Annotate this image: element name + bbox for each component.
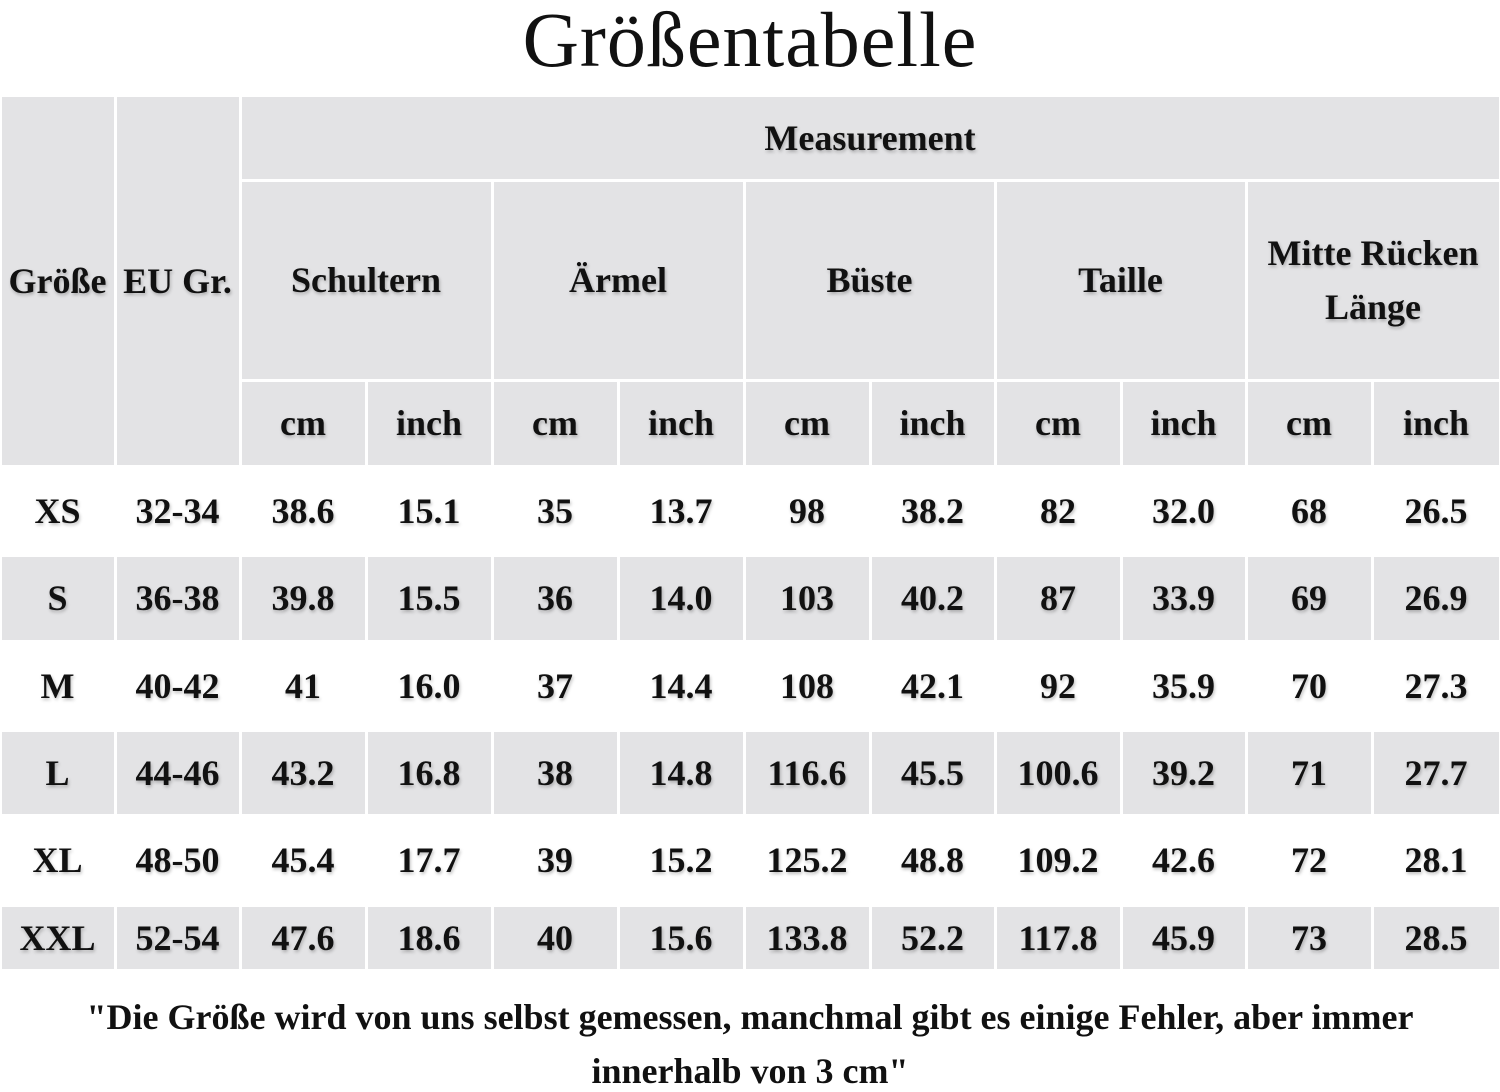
table-cell: 68 [1247,467,1371,554]
title: Größentabelle [522,0,978,83]
table-cell: 14.0 [619,556,743,640]
table-cell: 36 [493,556,617,640]
table-cell: 69 [1247,556,1371,640]
table-cell: 15.1 [367,467,491,554]
table-cell: 32.0 [1122,467,1245,554]
unit-header: cm [493,381,617,465]
unit-header: inch [619,381,743,465]
table-cell: 48-50 [116,816,239,904]
table-cell: 87 [996,556,1120,640]
table-cell: 27.3 [1373,642,1499,729]
table-cell: 47.6 [241,906,365,969]
table-cell: 36-38 [116,556,239,640]
table-cell: 13.7 [619,467,743,554]
table-cell: 26.9 [1373,556,1499,640]
group-header: Schultern [241,181,491,379]
table-cell: 45.9 [1122,906,1245,969]
table-cell: 70 [1247,642,1371,729]
table-cell: 39 [493,816,617,904]
table-cell: 27.7 [1373,731,1499,814]
table-cell: 40.2 [871,556,994,640]
table-cell: 108 [745,642,869,729]
table-cell: 48.8 [871,816,994,904]
group-header: Mitte Rücken Länge [1247,181,1499,379]
table-cell: 38.6 [241,467,365,554]
table-cell: 17.7 [367,816,491,904]
unit-header: cm [996,381,1120,465]
table-cell: 42.1 [871,642,994,729]
table-cell: 109.2 [996,816,1120,904]
table-cell: 38.2 [871,467,994,554]
table-cell: 18.6 [367,906,491,969]
table-cell: 117.8 [996,906,1120,969]
table-cell: 28.5 [1373,906,1499,969]
table-cell: 38 [493,731,617,814]
table-cell: 40 [493,906,617,969]
table-cell: 72 [1247,816,1371,904]
table-cell: 28.1 [1373,816,1499,904]
table-cell: S [1,556,114,640]
table-cell: 33.9 [1122,556,1245,640]
table-cell: 71 [1247,731,1371,814]
table-cell: 52-54 [116,906,239,969]
table-cell: 40-42 [116,642,239,729]
table-cell: 92 [996,642,1120,729]
table-cell: XS [1,467,114,554]
unit-header: cm [745,381,869,465]
table-cell: XXL [1,906,114,969]
table-cell: 26.5 [1373,467,1499,554]
unit-header: inch [871,381,994,465]
table-cell: 52.2 [871,906,994,969]
header-cell: Größe [1,96,114,465]
table-cell: 133.8 [745,906,869,969]
table-cell: 15.2 [619,816,743,904]
unit-header: inch [1373,381,1499,465]
header-cell: EU Gr. [116,96,239,465]
table-cell: 45.5 [871,731,994,814]
unit-header: inch [367,381,491,465]
group-header: Taille [996,181,1245,379]
unit-header: inch [1122,381,1245,465]
table-cell: 98 [745,467,869,554]
table-cell: 103 [745,556,869,640]
group-header: Büste [745,181,994,379]
table-cell: 37 [493,642,617,729]
header-cell: Measurement [241,96,1499,179]
table-cell: 16.8 [367,731,491,814]
table-cell: 42.6 [1122,816,1245,904]
table-cell: 35 [493,467,617,554]
table-cell: 35.9 [1122,642,1245,729]
table-cell: 32-34 [116,467,239,554]
table-cell: L [1,731,114,814]
table-cell: 116.6 [745,731,869,814]
table-cell: 16.0 [367,642,491,729]
note: "Die Größe wird von uns selbst gemessen,… [86,997,1414,1091]
table-cell: 41 [241,642,365,729]
table-cell: 15.6 [619,906,743,969]
group-header: Ärmel [493,181,743,379]
table-cell: 100.6 [996,731,1120,814]
unit-header: cm [241,381,365,465]
table-cell: 14.4 [619,642,743,729]
table-cell: M [1,642,114,729]
table-cell: 44-46 [116,731,239,814]
table-cell: 15.5 [367,556,491,640]
table-cell: 125.2 [745,816,869,904]
table-cell: 14.8 [619,731,743,814]
table-cell: XL [1,816,114,904]
table-cell: 43.2 [241,731,365,814]
table-cell: 39.2 [1122,731,1245,814]
unit-header: cm [1247,381,1371,465]
table-cell: 73 [1247,906,1371,969]
table-cell: 45.4 [241,816,365,904]
table-cell: 82 [996,467,1120,554]
table-cell: 39.8 [241,556,365,640]
